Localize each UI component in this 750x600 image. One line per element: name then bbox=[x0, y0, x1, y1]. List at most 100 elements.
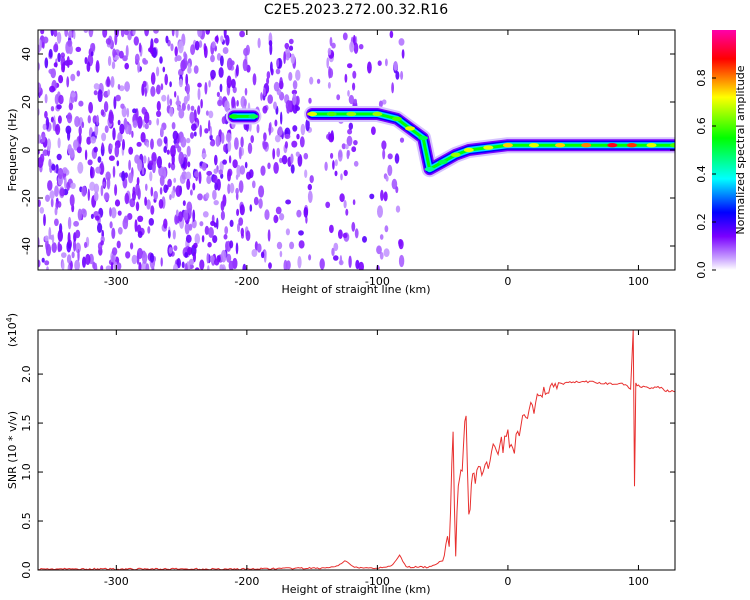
noise-speckle bbox=[64, 30, 69, 38]
noise-speckle bbox=[134, 53, 140, 64]
noise-speckle bbox=[174, 46, 178, 57]
noise-speckle bbox=[84, 149, 88, 161]
noise-speckle bbox=[159, 175, 165, 187]
noise-speckle bbox=[150, 72, 156, 85]
noise-speckle bbox=[227, 183, 231, 195]
noise-speckle bbox=[107, 89, 111, 96]
noise-speckle bbox=[78, 100, 84, 107]
noise-speckle bbox=[110, 143, 113, 150]
noise-speckle bbox=[125, 45, 129, 58]
noise-speckle bbox=[204, 225, 210, 235]
noise-speckle bbox=[167, 178, 172, 188]
noise-speckle bbox=[260, 251, 265, 259]
noise-speckle bbox=[87, 159, 93, 166]
noise-speckle bbox=[144, 30, 149, 37]
noise-speckle bbox=[61, 252, 67, 258]
noise-speckle bbox=[56, 31, 62, 44]
noise-speckle bbox=[279, 157, 283, 163]
noise-speckle bbox=[326, 57, 330, 69]
noise-speckle bbox=[346, 149, 350, 160]
noise-speckle bbox=[95, 60, 100, 70]
noise-speckle bbox=[160, 257, 163, 267]
noise-speckle bbox=[174, 214, 179, 225]
noise-speckle bbox=[174, 56, 178, 63]
noise-speckle bbox=[187, 62, 191, 72]
noise-speckle bbox=[352, 199, 356, 206]
noise-speckle bbox=[273, 162, 279, 174]
noise-speckle bbox=[223, 234, 228, 240]
noise-speckle bbox=[249, 169, 254, 179]
noise-speckle bbox=[351, 221, 356, 232]
noise-speckle bbox=[344, 73, 348, 83]
spectrogram-x-tick-label: 0 bbox=[504, 275, 511, 288]
noise-speckle bbox=[50, 30, 54, 37]
noise-speckle bbox=[107, 55, 112, 67]
spectrogram-y-tick-label: 0 bbox=[20, 147, 33, 154]
noise-speckle bbox=[38, 62, 41, 71]
noise-speckle bbox=[307, 183, 312, 191]
noise-speckle bbox=[281, 155, 288, 165]
noise-speckle bbox=[48, 158, 52, 168]
noise-speckle bbox=[114, 144, 120, 158]
noise-speckle bbox=[105, 265, 112, 270]
noise-speckle bbox=[297, 256, 302, 269]
noise-speckle bbox=[74, 116, 80, 128]
noise-speckle bbox=[132, 108, 137, 114]
noise-speckle bbox=[121, 170, 126, 182]
noise-speckle bbox=[353, 42, 359, 54]
noise-speckle bbox=[173, 245, 178, 252]
noise-speckle bbox=[142, 119, 145, 128]
ridge-point bbox=[392, 116, 402, 122]
noise-speckle bbox=[387, 164, 393, 177]
noise-speckle bbox=[206, 170, 213, 176]
noise-speckle bbox=[42, 149, 49, 156]
noise-speckle bbox=[156, 100, 161, 112]
noise-speckle bbox=[150, 205, 155, 215]
noise-speckle bbox=[187, 246, 193, 256]
noise-speckle bbox=[212, 189, 217, 200]
noise-speckle bbox=[274, 119, 278, 127]
noise-speckle bbox=[242, 263, 247, 270]
colorbar-tick-label: 0.0 bbox=[695, 261, 708, 279]
noise-speckle bbox=[120, 103, 125, 109]
noise-speckle bbox=[184, 263, 188, 270]
noise-speckle bbox=[50, 106, 55, 112]
noise-speckle bbox=[197, 30, 203, 38]
noise-speckle bbox=[138, 42, 142, 53]
noise-speckle bbox=[381, 99, 387, 105]
noise-speckle bbox=[131, 254, 138, 265]
noise-speckle bbox=[156, 110, 162, 118]
noise-speckle bbox=[351, 146, 357, 153]
noise-speckle bbox=[77, 248, 80, 262]
noise-speckle bbox=[308, 97, 312, 104]
noise-speckle bbox=[64, 176, 67, 190]
noise-speckle bbox=[346, 135, 353, 147]
noise-speckle bbox=[376, 265, 380, 270]
noise-speckle bbox=[307, 190, 313, 203]
noise-speckle bbox=[185, 234, 192, 243]
noise-speckle bbox=[295, 95, 300, 106]
noise-speckle bbox=[115, 94, 121, 102]
noise-speckle bbox=[50, 116, 54, 123]
noise-speckle bbox=[117, 227, 123, 235]
noise-speckle bbox=[66, 76, 70, 88]
noise-speckle bbox=[54, 218, 59, 227]
ridge-point bbox=[307, 111, 318, 117]
noise-speckle bbox=[279, 80, 284, 90]
noise-speckle bbox=[227, 140, 232, 152]
noise-speckle bbox=[296, 133, 300, 140]
noise-speckle bbox=[296, 209, 302, 218]
noise-speckle bbox=[135, 201, 140, 212]
noise-speckle bbox=[383, 191, 388, 202]
noise-speckle bbox=[67, 232, 71, 245]
noise-speckle bbox=[122, 139, 125, 151]
noise-speckle bbox=[50, 197, 54, 208]
noise-speckle bbox=[110, 261, 114, 270]
noise-speckle bbox=[291, 89, 298, 95]
noise-speckle bbox=[163, 218, 168, 229]
noise-speckle bbox=[51, 242, 57, 254]
noise-speckle bbox=[42, 36, 49, 44]
noise-speckle bbox=[193, 131, 197, 137]
noise-speckle bbox=[128, 146, 134, 155]
